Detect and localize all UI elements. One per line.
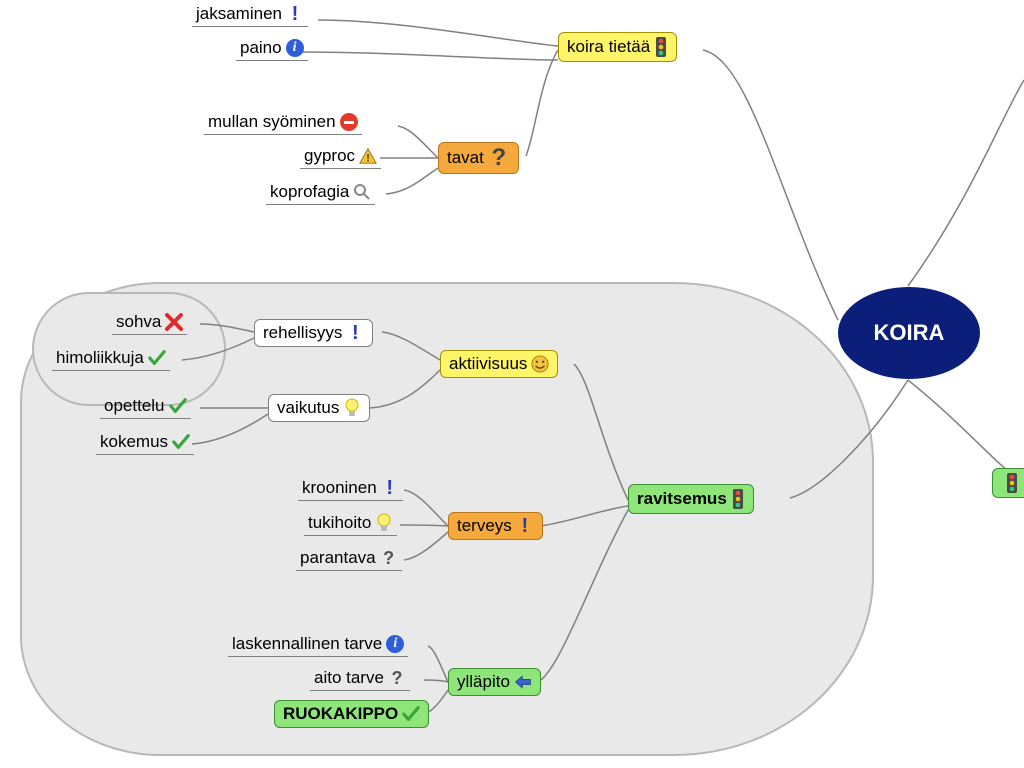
node-label: aktiivisuus — [449, 354, 527, 374]
node-aktiivisuus[interactable]: aktiivisuus — [440, 350, 558, 378]
leaf-label: paino — [240, 38, 282, 58]
traffic-icon — [654, 36, 668, 58]
leaf-sohva[interactable]: sohva — [112, 310, 187, 335]
leaf-parantava[interactable]: parantava? — [296, 546, 402, 571]
check_green-icon — [169, 397, 187, 415]
leaf-aito_tarve[interactable]: aito tarve? — [310, 666, 410, 691]
excl_blue-icon: ! — [516, 517, 534, 535]
root-label: KOIRA — [874, 320, 945, 346]
leaf-kokemus[interactable]: kokemus — [96, 430, 194, 455]
check_green-icon — [402, 705, 420, 723]
root-node[interactable]: KOIRA — [838, 287, 980, 379]
traffic-icon — [1005, 472, 1019, 494]
traffic-icon — [731, 488, 745, 510]
leaf-label: sohva — [116, 312, 161, 332]
leaf-label: tukihoito — [308, 513, 371, 533]
svg-text:!: ! — [366, 152, 370, 164]
magnify-icon — [353, 183, 371, 201]
warn-icon: ! — [359, 147, 377, 165]
question-icon: ? — [388, 669, 406, 687]
leaf-opettelu[interactable]: opettelu — [100, 394, 191, 419]
leaf-label: mullan syöminen — [208, 112, 336, 132]
arrow_left-icon — [514, 673, 532, 691]
node-label: ylläpito — [457, 672, 510, 692]
node-yllapito[interactable]: ylläpito — [448, 668, 541, 696]
x_red-icon — [165, 313, 183, 331]
node-rehellisyys[interactable]: rehellisyys! — [254, 319, 373, 347]
leaf-label: laskennallinen tarve — [232, 634, 382, 654]
leaf-label: himoliikkuja — [56, 348, 144, 368]
bulb-icon — [375, 514, 393, 532]
leaf-gyproc[interactable]: gyproc ! — [300, 144, 381, 169]
leaf-lask_tarve[interactable]: laskennallinen tarvei — [228, 632, 408, 657]
node-offscreen_r[interactable] — [992, 468, 1024, 498]
leaf-label: krooninen — [302, 478, 377, 498]
leaf-label: gyproc — [304, 146, 355, 166]
node-label: ravitsemus — [637, 489, 727, 509]
node-label: terveys — [457, 516, 512, 536]
node-tavat[interactable]: tavat? — [438, 142, 519, 174]
node-koira_tietaa[interactable]: koira tietää — [558, 32, 677, 62]
leaf-label: parantava — [300, 548, 376, 568]
question_big-icon: ? — [488, 146, 510, 170]
excl_blue-icon: ! — [381, 479, 399, 497]
leaf-label: koprofagia — [270, 182, 349, 202]
leaf-label: aito tarve — [314, 668, 384, 688]
info-icon: i — [386, 635, 404, 653]
leaf-krooninen[interactable]: krooninen! — [298, 476, 403, 501]
no_entry-icon — [340, 113, 358, 131]
leaf-koprofagia[interactable]: koprofagia — [266, 180, 375, 205]
node-ravitsemus[interactable]: ravitsemus — [628, 484, 754, 514]
node-label: tavat — [447, 148, 484, 168]
question-icon: ? — [380, 549, 398, 567]
excl_blue-icon: ! — [286, 5, 304, 23]
leaf-jaksaminen[interactable]: jaksaminen! — [192, 2, 308, 27]
node-label: koira tietää — [567, 37, 650, 57]
check_green-icon — [172, 433, 190, 451]
check_green-icon — [148, 349, 166, 367]
bulb-icon — [343, 399, 361, 417]
leaf-himoliikkuja[interactable]: himoliikkuja — [52, 346, 170, 371]
leaf-label: kokemus — [100, 432, 168, 452]
leaf-label: jaksaminen — [196, 4, 282, 24]
node-terveys[interactable]: terveys! — [448, 512, 543, 540]
node-vaikutus[interactable]: vaikutus — [268, 394, 370, 422]
node-ruokakippo[interactable]: RUOKAKIPPO — [274, 700, 429, 728]
smiley-icon — [531, 355, 549, 373]
info-icon: i — [286, 39, 304, 57]
leaf-label: opettelu — [104, 396, 165, 416]
leaf-paino[interactable]: painoi — [236, 36, 308, 61]
node-label: RUOKAKIPPO — [283, 704, 398, 724]
node-label: vaikutus — [277, 398, 339, 418]
leaf-tukihoito[interactable]: tukihoito — [304, 511, 397, 536]
leaf-mullan[interactable]: mullan syöminen — [204, 110, 362, 135]
node-label: rehellisyys — [263, 323, 342, 343]
excl_blue-icon: ! — [346, 324, 364, 342]
mindmap-canvas: KOIRA koira tietää tavat? ravitsemus aktii… — [0, 0, 1024, 768]
